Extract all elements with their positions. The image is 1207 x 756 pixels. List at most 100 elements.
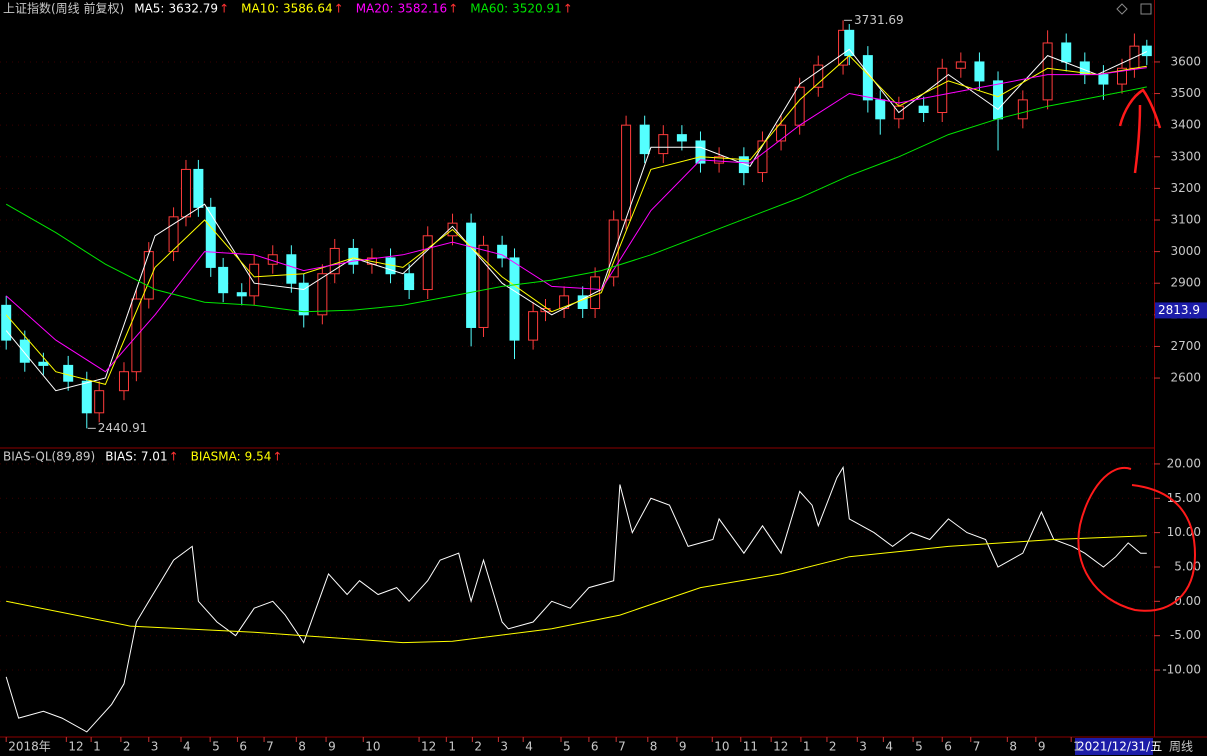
candle-body — [695, 140, 706, 164]
candle-body — [19, 339, 30, 363]
period-label[interactable]: 周线 — [1169, 740, 1193, 754]
x-tick-label: 4 — [885, 740, 893, 754]
candle-body — [422, 235, 433, 291]
candle-body — [658, 134, 669, 155]
cursor-price: 2813.9 — [1158, 303, 1200, 317]
series-line — [5, 54, 1147, 385]
candle-body — [180, 168, 191, 218]
x-tick-label: 8 — [298, 740, 306, 754]
x-tick-label: 1 — [1073, 740, 1081, 754]
x-tick-label: 4 — [183, 740, 191, 754]
x-tick-label: 1 — [448, 740, 456, 754]
x-tick-label: 2 — [123, 740, 131, 754]
candle-body — [776, 124, 787, 142]
x-tick-label: 8 — [650, 740, 658, 754]
icon-window[interactable] — [1140, 3, 1152, 15]
candle-body — [993, 80, 1004, 120]
legend-value: 3582.16 — [398, 2, 448, 16]
panel-title: 上证指数(周线 前复权) — [3, 1, 124, 16]
candle-body — [249, 263, 260, 297]
legend-name: MA10: — [241, 2, 279, 16]
legend-name: MA5: — [134, 2, 164, 16]
x-tick-label: 5 — [563, 740, 571, 754]
candle-body — [528, 311, 539, 341]
candle-body — [63, 364, 74, 382]
y-tick-label: 3300 — [1170, 149, 1201, 163]
icon-diamond[interactable] — [1116, 3, 1128, 15]
x-tick-label: 3 — [859, 740, 867, 754]
x-tick-label: 9 — [328, 740, 336, 754]
candle-body — [168, 216, 179, 253]
candle-body — [81, 380, 92, 414]
candle-body — [131, 298, 142, 373]
x-tick-label: 2 — [474, 740, 482, 754]
candle-body — [218, 266, 229, 294]
x-tick-label: 10 — [714, 740, 729, 754]
candle-body — [317, 273, 328, 316]
candle-body — [813, 64, 824, 88]
x-tick-label: 2 — [829, 740, 837, 754]
legend-name: BIAS: — [105, 450, 137, 464]
y-tick-label: 0.00 — [1174, 594, 1201, 608]
hand-circle — [1077, 466, 1197, 612]
x-tick-label: 1 — [93, 740, 101, 754]
y-tick-label: 3100 — [1170, 212, 1201, 226]
x-tick-label: 12 — [68, 740, 83, 754]
legend-trend: ↑ — [563, 2, 573, 16]
candle-body — [298, 282, 309, 316]
series-line — [5, 67, 1147, 373]
candle-body — [94, 390, 105, 414]
candle-body — [509, 257, 520, 341]
x-tick-label: 3 — [151, 740, 159, 754]
candle-body — [348, 247, 359, 265]
legend-trend: ↑ — [272, 450, 282, 464]
candle-body — [497, 244, 508, 259]
x-tick-label: 8 — [1009, 740, 1017, 754]
candle-body — [118, 371, 129, 392]
y-tick-label: 20.00 — [1167, 456, 1201, 470]
x-tick-label: 9 — [679, 740, 687, 754]
candle-body — [1098, 74, 1109, 85]
y-tick-label: 3000 — [1170, 244, 1201, 258]
candle-body — [466, 222, 477, 328]
candle-body — [38, 361, 49, 366]
series-line — [5, 86, 1147, 313]
x-tick-label: 1 — [803, 740, 811, 754]
candle-body — [639, 124, 650, 155]
candle-body — [1, 304, 12, 341]
legend-trend: ↑ — [169, 450, 179, 464]
x-tick-label: 12 — [421, 740, 436, 754]
candle-body — [236, 292, 247, 297]
y-tick-label: 2900 — [1170, 276, 1201, 290]
candle-body — [1017, 99, 1028, 120]
x-tick-label: 10 — [365, 740, 380, 754]
x-tick-label: 7 — [973, 740, 981, 754]
high-label: 3731.69 — [854, 13, 904, 27]
candle-body — [1042, 42, 1053, 101]
y-tick-label: 3600 — [1170, 54, 1201, 68]
y-tick-label: 3500 — [1170, 86, 1201, 100]
legend-name: MA60: — [470, 2, 508, 16]
candle-body — [143, 251, 154, 300]
legend-trend: ↑ — [219, 2, 229, 16]
candle-body — [794, 86, 805, 126]
candle-body — [955, 61, 966, 69]
x-tick-label: 6 — [944, 740, 952, 754]
cursor-price-box — [1155, 302, 1207, 319]
y-tick-label: 10.00 — [1167, 525, 1201, 539]
x-tick-label: 5 — [212, 740, 220, 754]
x-tick-label: 3 — [500, 740, 508, 754]
plot-area: 2600270028002900300031003200330034003500… — [0, 13, 1201, 754]
series-line — [5, 465, 1147, 733]
legend-value: 3632.79 — [168, 2, 218, 16]
legend-name: MA20: — [356, 2, 394, 16]
series-line — [6, 535, 1147, 644]
panel-title: BIAS-QL(89,89) — [3, 450, 95, 464]
y-tick-label: 15.00 — [1167, 491, 1201, 505]
candle-body — [1141, 45, 1152, 57]
low-label: 2440.91 — [98, 421, 148, 435]
candle-body — [621, 124, 632, 221]
candle-body — [577, 295, 588, 310]
